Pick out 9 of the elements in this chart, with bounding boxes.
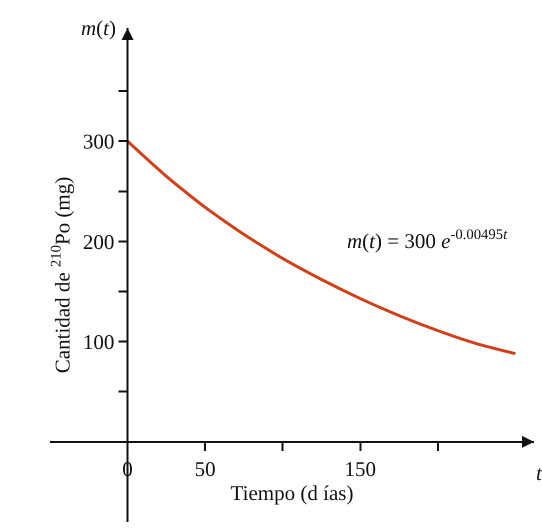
x-tick-label: 150 xyxy=(344,457,376,482)
x-tick-label: 50 xyxy=(194,457,216,482)
annotation: m(t) xyxy=(81,16,116,40)
line-series xyxy=(126,140,517,356)
text: t xyxy=(536,461,542,485)
y-tick-label: 200 xyxy=(82,230,114,254)
y-tick-label: 300 xyxy=(82,130,114,154)
y-tick-label: 100 xyxy=(82,330,114,354)
x-axis-title: Tiempo (d ías) xyxy=(230,481,354,506)
